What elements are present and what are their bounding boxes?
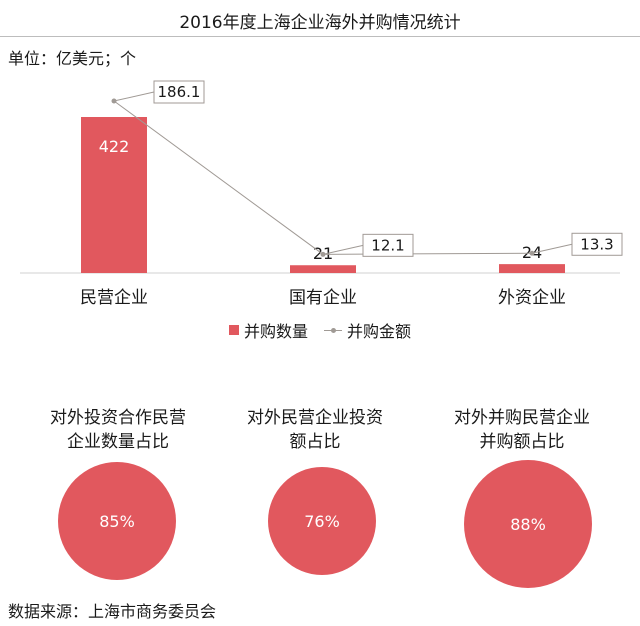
callout-leader (322, 244, 364, 255)
callout-leader (113, 91, 155, 102)
legend-item-line: 并购金额 (324, 318, 411, 342)
stat-value: 76% (304, 511, 340, 531)
stat-circle: 76% (268, 467, 376, 575)
stat-circle: 85% (58, 462, 176, 580)
stat-label: 对外并购民营企业并购额占比 (454, 408, 590, 452)
stat-value: 85% (99, 511, 135, 531)
category-label: 民营企业 (80, 288, 148, 308)
legend-bar-label: 并购数量 (243, 322, 308, 341)
bar-1 (81, 117, 147, 273)
stat-private-investment-share: 对外民营企业投资额占比 (215, 406, 415, 454)
legend-line-swatch (324, 325, 342, 335)
title-divider (0, 36, 640, 37)
category-label: 外资企业 (498, 288, 566, 308)
line-series-amount (113, 100, 533, 255)
bar-2 (290, 265, 356, 273)
legend-line-label: 并购金额 (347, 322, 412, 341)
unit-label: 单位：亿美元；个 (8, 49, 137, 68)
legend-item-bar: 并购数量 (228, 318, 308, 342)
stat-label: 对外民营企业投资额占比 (247, 408, 383, 452)
line-value-label: 13.3 (580, 235, 613, 253)
callout-box (362, 233, 414, 257)
stat-circle: 88% (464, 460, 592, 588)
category-label: 国有企业 (289, 288, 357, 308)
callout-leader (531, 243, 573, 254)
callout-box (153, 80, 205, 104)
stat-label: 对外投资合作民营企业数量占比 (50, 408, 186, 452)
legend-bar-swatch (228, 325, 239, 335)
line-value-label: 186.1 (158, 83, 201, 101)
stat-private-ma-share: 对外并购民营企业并购额占比 (422, 406, 622, 454)
callout-box (571, 232, 623, 256)
bar-3 (499, 264, 565, 273)
chart-legend: 并购数量 并购金额 (0, 318, 640, 342)
data-source: 数据来源：上海市商务委员会 (8, 602, 217, 621)
chart-title: 2016年度上海企业海外并购情况统计 (179, 13, 461, 33)
stat-value: 88% (510, 514, 546, 534)
stat-private-count-share: 对外投资合作民营企业数量占比 (18, 406, 218, 454)
line-value-label: 12.1 (371, 236, 404, 254)
bar-value-label: 422 (99, 137, 130, 156)
